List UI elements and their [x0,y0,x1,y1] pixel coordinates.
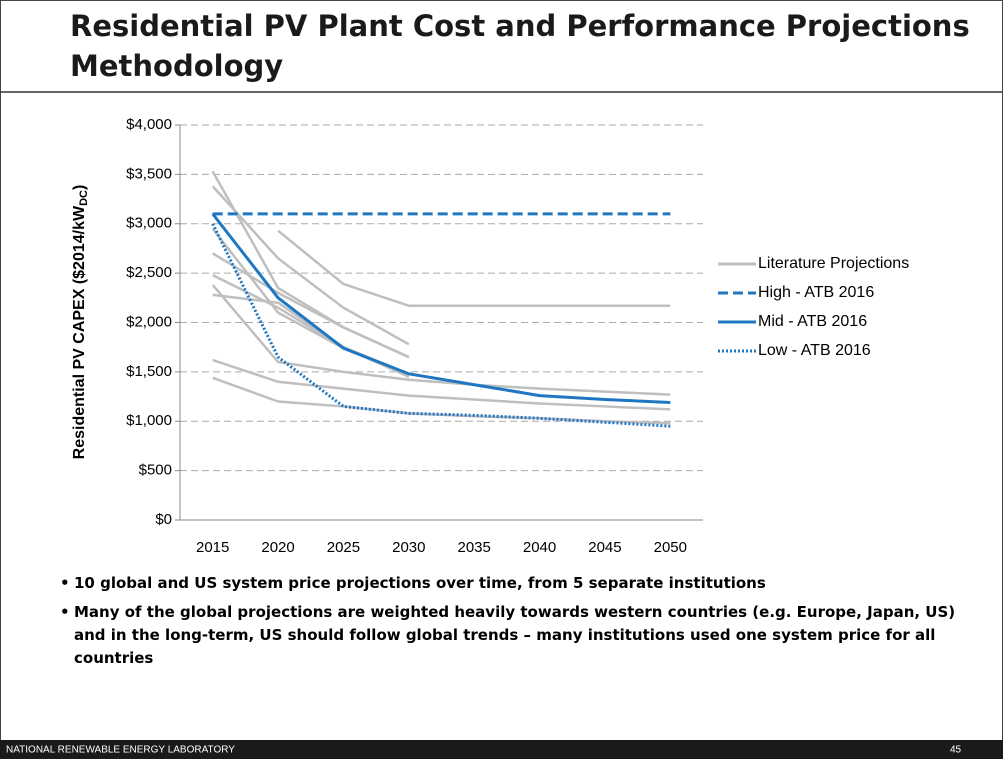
y-tick-label: $2,500 [126,264,172,281]
legend-label: Low - ATB 2016 [758,342,871,359]
footer-org: NATIONAL RENEWABLE ENERGY LABORATORY [6,745,235,756]
x-tick-label: 2035 [458,539,491,556]
bullet-text: 10 global and US system price projection… [74,574,766,592]
y-tick-label: $4,000 [126,116,172,133]
series-line [212,252,410,359]
legend-label: Literature Projections [758,255,909,272]
y-tick-label: $500 [139,462,172,479]
series-line [212,358,671,411]
series-line [211,185,410,346]
x-tick-label: 2030 [392,539,425,556]
legend-label: Mid - ATB 2016 [758,313,867,330]
footer-bar [0,740,1003,759]
y-axis-label: Residential PV CAPEX ($2014/kWDC) [71,185,90,460]
y-label-end: ) [71,185,88,190]
x-tick-label: 2050 [654,539,687,556]
bullet: • Many of the global projections are weig… [60,601,960,670]
y-tick-label: $3,500 [126,165,172,182]
x-tick-label: 2045 [588,539,621,556]
y-tick-label: $1,000 [126,412,172,429]
series-line [277,229,671,307]
x-tick-label: 2025 [327,539,360,556]
bullet-list: • 10 global and US system price projectio… [60,572,960,670]
y-tick-label: $1,500 [126,363,172,380]
y-label-sub: DC [78,190,90,206]
bullet-text: Many of the global projections are weigh… [74,603,956,667]
series-line [211,223,671,428]
slide-title: Residential PV Plant Cost and Performanc… [70,9,970,83]
y-tick-label: $2,000 [126,313,172,330]
x-tick-label: 2040 [523,539,556,556]
y-label-main: Residential PV CAPEX ($2014/kW [71,205,88,459]
x-tick-label: 2015 [196,539,229,556]
footer-page: 45 [950,745,962,756]
bullet: • 10 global and US system price projectio… [60,572,960,595]
y-tick-label: $3,000 [126,215,172,232]
title-box: Residential PV Plant Cost and Performanc… [70,9,970,83]
series-line [211,212,671,404]
x-tick-label: 2020 [261,539,294,556]
y-tick-label: $0 [155,511,172,528]
legend-label: High - ATB 2016 [758,284,874,301]
